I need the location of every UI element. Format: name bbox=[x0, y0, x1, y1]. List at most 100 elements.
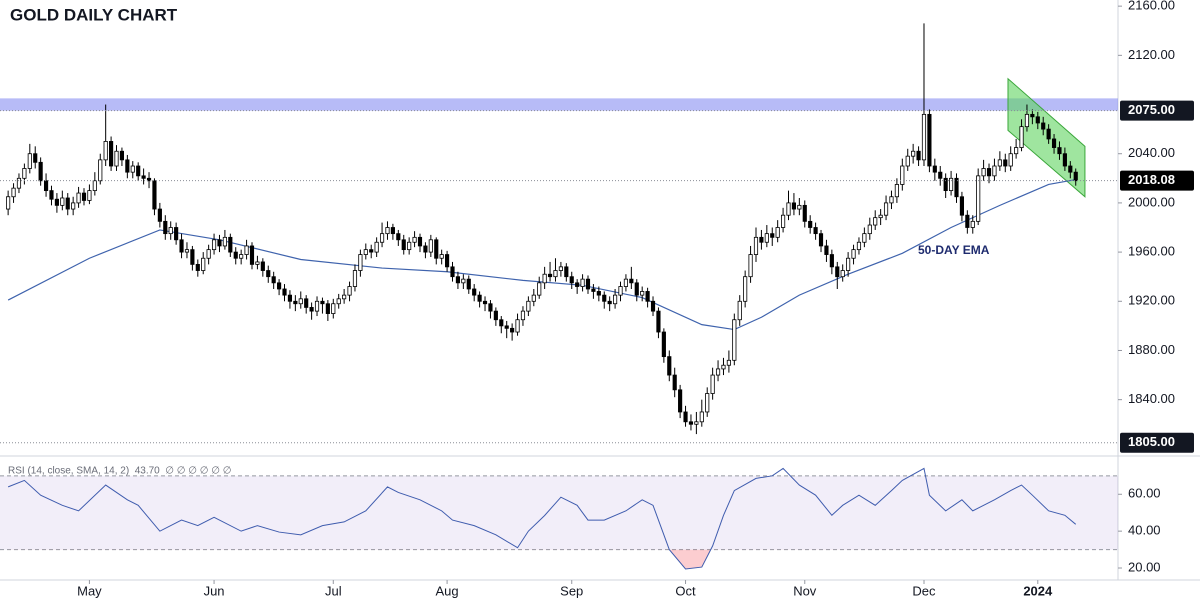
y-tick-label: 1880.00 bbox=[1128, 342, 1175, 357]
y-tick-label: 1840.00 bbox=[1128, 391, 1175, 406]
candle-body bbox=[146, 177, 152, 182]
candle-body bbox=[531, 294, 536, 302]
candle-body bbox=[737, 300, 742, 321]
candle-body bbox=[1019, 126, 1024, 148]
candle-body bbox=[894, 184, 899, 198]
x-tick-label: Jul bbox=[325, 583, 342, 598]
candle-body bbox=[401, 239, 406, 251]
x-tick-label: Jun bbox=[204, 583, 225, 598]
candle-body bbox=[981, 168, 986, 177]
candle-body bbox=[905, 155, 910, 167]
candle-body bbox=[412, 236, 417, 243]
rsi-y-tick-label: 40.00 bbox=[1128, 523, 1161, 538]
candle-body bbox=[542, 273, 547, 284]
candle-body bbox=[683, 411, 688, 423]
candle-body bbox=[650, 300, 656, 312]
candle-body bbox=[753, 236, 759, 255]
candle-body bbox=[43, 180, 49, 192]
candle-body bbox=[824, 245, 829, 255]
candle-body bbox=[721, 364, 726, 370]
candle-body bbox=[710, 374, 715, 394]
candle-body bbox=[596, 291, 601, 296]
candle-body bbox=[249, 245, 255, 265]
y-tick-label: 2000.00 bbox=[1128, 194, 1175, 209]
candle-body bbox=[986, 168, 992, 177]
candle-body bbox=[320, 300, 325, 305]
x-tick-label: Aug bbox=[436, 583, 459, 598]
rsi-oversold-fill bbox=[669, 549, 711, 569]
candle-body bbox=[239, 254, 244, 259]
candle-body bbox=[174, 227, 179, 241]
candle-body bbox=[92, 180, 97, 192]
candle-body bbox=[634, 282, 639, 296]
candle-body bbox=[1068, 165, 1073, 173]
candle-body bbox=[613, 294, 618, 305]
candle-body bbox=[16, 177, 22, 189]
candle-body bbox=[504, 325, 509, 329]
candle-body bbox=[103, 141, 108, 161]
candle-body bbox=[493, 310, 498, 321]
price-badge bbox=[1120, 170, 1194, 191]
candle-body bbox=[770, 233, 775, 238]
price-badge bbox=[1120, 432, 1194, 453]
candle-body bbox=[954, 177, 959, 198]
candle-body bbox=[423, 245, 428, 253]
candle-body bbox=[856, 241, 862, 251]
candle-body bbox=[287, 294, 293, 302]
candle-body bbox=[580, 278, 585, 287]
candle-body bbox=[125, 159, 130, 173]
candle-body bbox=[255, 261, 260, 265]
candle-body bbox=[813, 227, 818, 235]
candle-body bbox=[374, 241, 379, 253]
candle-body bbox=[352, 270, 358, 287]
candle-body bbox=[748, 254, 753, 278]
candle-body bbox=[477, 294, 482, 302]
candle-body bbox=[932, 165, 937, 173]
candle-body bbox=[455, 276, 461, 284]
candle-body bbox=[363, 249, 368, 255]
x-tick-label: Nov bbox=[793, 583, 817, 598]
candle-body bbox=[22, 168, 27, 179]
candle-body bbox=[591, 288, 596, 292]
candle-body bbox=[114, 150, 119, 167]
candle-body bbox=[1024, 113, 1030, 128]
candle-body bbox=[526, 300, 531, 312]
candle-body bbox=[390, 227, 395, 235]
candle-body bbox=[499, 319, 504, 327]
rsi-y-tick-label: 20.00 bbox=[1128, 559, 1161, 574]
candle-body bbox=[575, 282, 580, 287]
resistance-zone bbox=[0, 98, 1118, 111]
candle-body bbox=[222, 236, 227, 247]
candle-body bbox=[304, 298, 309, 308]
candle-body bbox=[602, 294, 607, 302]
candle-body bbox=[1003, 159, 1008, 167]
candle-body bbox=[396, 233, 401, 241]
candle-body bbox=[688, 421, 694, 425]
candle-body bbox=[883, 202, 889, 216]
candle-body bbox=[369, 249, 374, 253]
candle-body bbox=[331, 303, 336, 314]
rsi-y-tick-label: 60.00 bbox=[1128, 486, 1161, 501]
candle-body bbox=[694, 421, 699, 425]
candle-body bbox=[157, 208, 162, 222]
candle-body bbox=[260, 261, 265, 271]
candle-body bbox=[11, 187, 16, 198]
candle-body bbox=[54, 198, 59, 206]
candle-body bbox=[342, 294, 347, 300]
x-tick-label: 2024 bbox=[1023, 583, 1053, 598]
candle-body bbox=[873, 217, 878, 226]
candle-body bbox=[450, 266, 455, 278]
rsi-legend: RSI (14, close, SMA, 14, 2) 43.70 ∅ ∅ ∅ … bbox=[8, 466, 231, 477]
price-badge-label: 1805.00 bbox=[1128, 434, 1175, 449]
candle-body bbox=[184, 249, 190, 253]
candle-body bbox=[439, 254, 444, 259]
candle-body bbox=[179, 239, 184, 253]
candle-body bbox=[211, 239, 217, 251]
candle-body bbox=[1062, 153, 1067, 167]
candle-body bbox=[244, 245, 249, 255]
candle-body bbox=[997, 159, 1002, 167]
candle-body bbox=[428, 239, 433, 253]
candle-body bbox=[201, 257, 206, 271]
candle-body bbox=[791, 202, 797, 210]
candle-body bbox=[65, 197, 70, 210]
